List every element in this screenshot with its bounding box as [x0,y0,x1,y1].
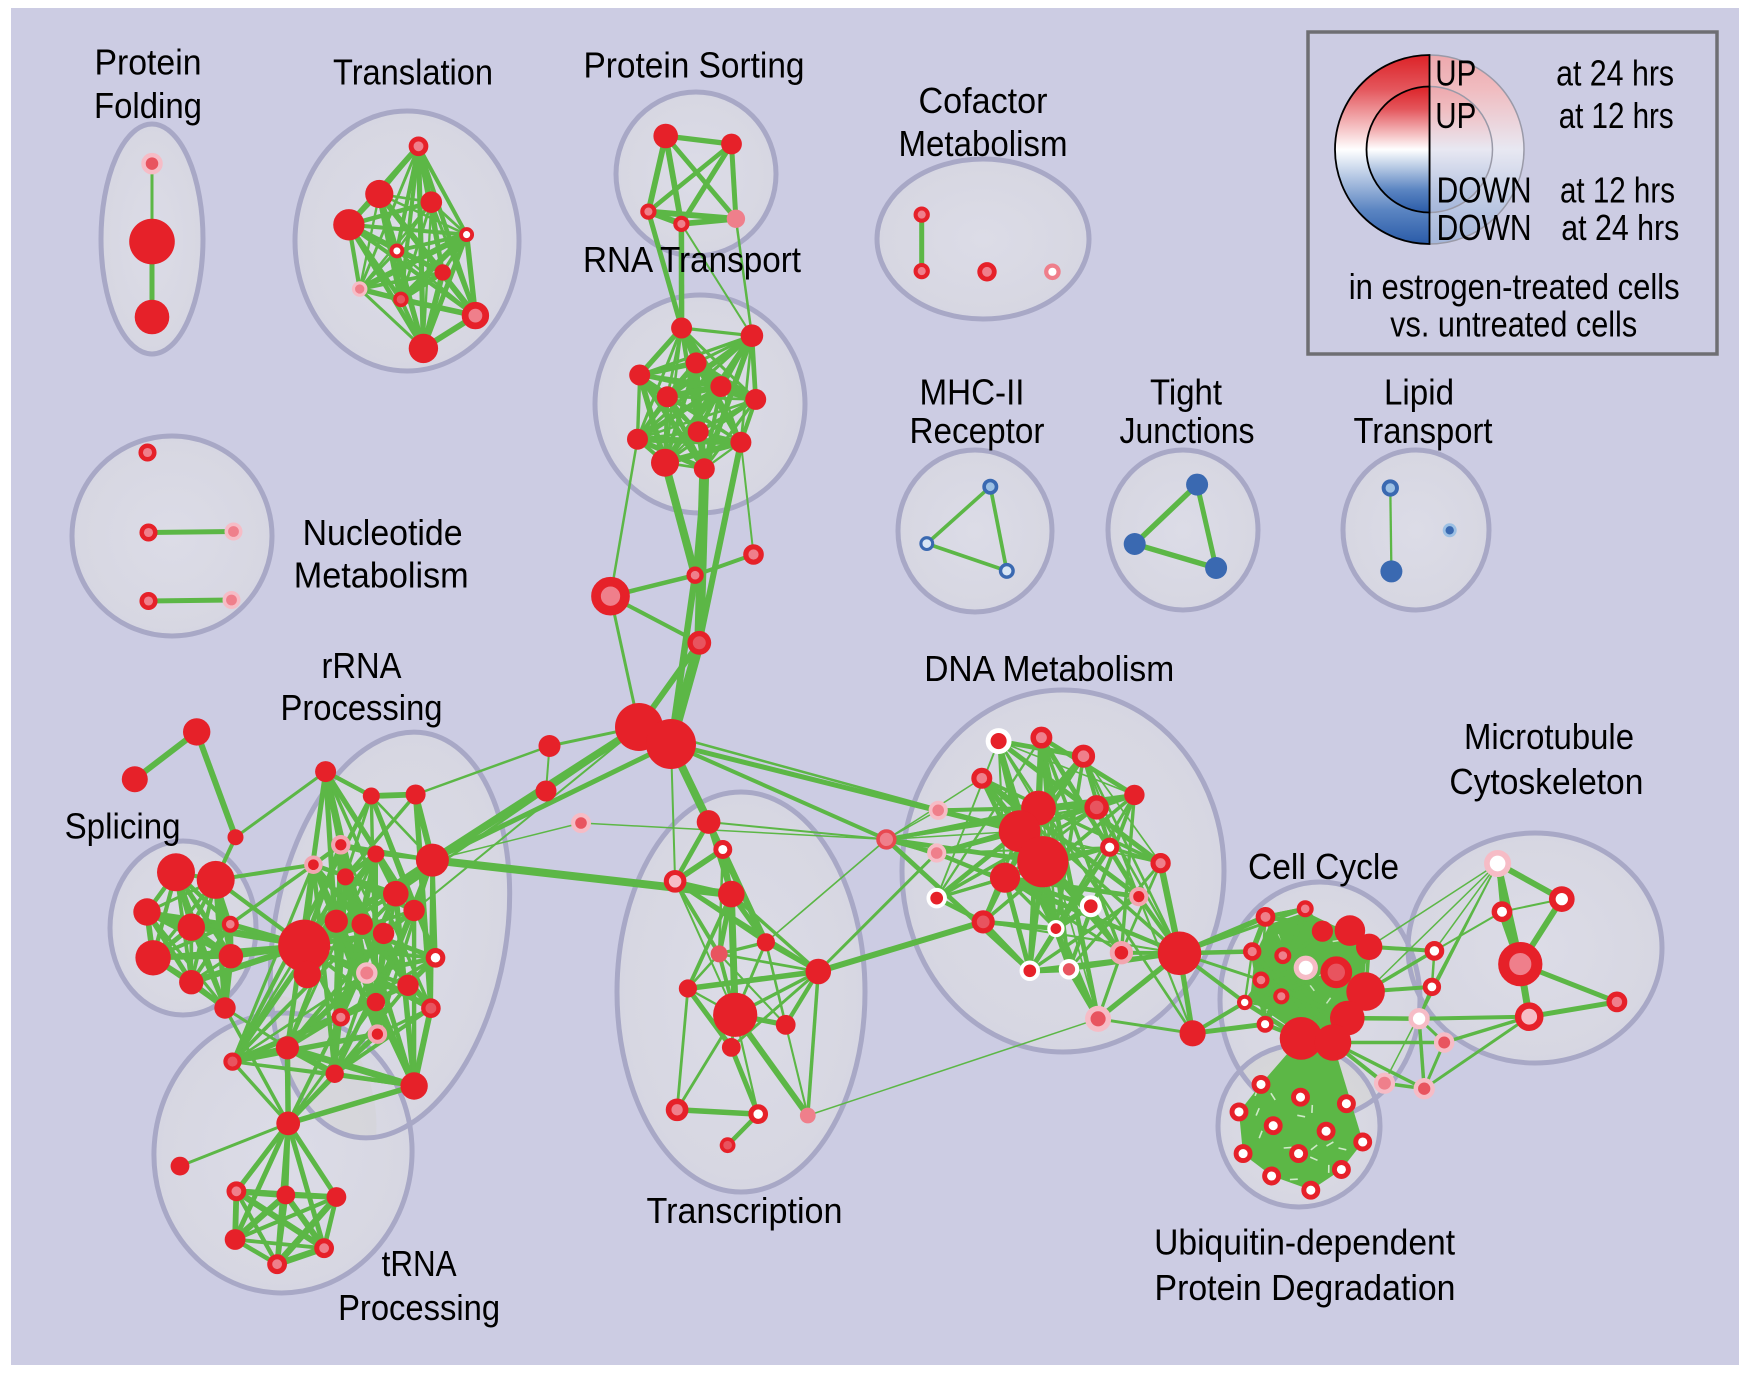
svg-text:DOWN: DOWN [1437,170,1532,211]
svg-text:Transport: Transport [1354,410,1493,451]
svg-text:at 24 hrs: at 24 hrs [1561,207,1679,248]
svg-text:Receptor: Receptor [910,410,1045,451]
svg-text:at 24 hrs: at 24 hrs [1556,53,1674,94]
svg-text:Cytoskeleton: Cytoskeleton [1449,761,1643,802]
svg-text:Nucleotide: Nucleotide [303,512,463,553]
svg-text:Cell Cycle: Cell Cycle [1248,846,1399,887]
svg-text:Cofactor: Cofactor [919,80,1048,121]
svg-text:at 12 hrs: at 12 hrs [1560,170,1675,211]
svg-text:Metabolism: Metabolism [899,123,1068,164]
svg-text:Protein Sorting: Protein Sorting [584,45,805,86]
svg-text:Ubiquitin-dependent: Ubiquitin-dependent [1154,1222,1455,1263]
svg-text:MHC-II: MHC-II [920,372,1025,413]
svg-text:Processing: Processing [281,687,443,728]
svg-text:DOWN: DOWN [1437,207,1532,248]
svg-text:Microtubule: Microtubule [1464,716,1634,757]
svg-text:tRNA: tRNA [382,1243,457,1284]
svg-text:UP: UP [1435,53,1476,94]
svg-text:in estrogen-treated cells: in estrogen-treated cells [1349,266,1680,307]
svg-text:Splicing: Splicing [65,806,181,847]
svg-text:at 12 hrs: at 12 hrs [1559,95,1674,136]
svg-text:Metabolism: Metabolism [294,554,469,595]
svg-text:Protein Degradation: Protein Degradation [1155,1267,1456,1308]
svg-text:Lipid: Lipid [1384,372,1454,413]
svg-text:Transcription: Transcription [647,1190,843,1231]
svg-text:Translation: Translation [333,51,493,92]
svg-text:RNA Transport: RNA Transport [583,239,801,280]
svg-text:Junctions: Junctions [1120,410,1255,451]
svg-text:rRNA: rRNA [322,645,402,686]
svg-text:Folding: Folding [94,85,202,126]
svg-text:Protein: Protein [95,41,202,82]
svg-text:UP: UP [1435,95,1476,136]
svg-text:Processing: Processing [338,1287,500,1328]
svg-text:vs. untreated cells: vs. untreated cells [1390,303,1637,344]
svg-text:Tight: Tight [1150,372,1222,413]
svg-text:DNA Metabolism: DNA Metabolism [924,648,1174,689]
